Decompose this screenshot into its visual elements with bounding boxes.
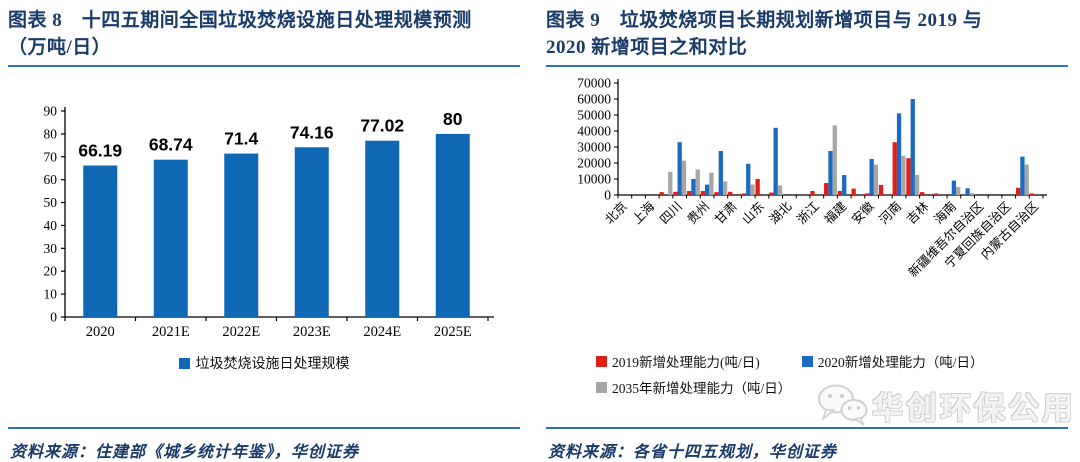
figure8-section: 图表 8 十四五期间全国垃圾焚烧设施日处理规模预测 （万吨/日） 0 10 20 30… [8, 0, 520, 462]
figure9-title-line2: 2020 新增项目之和对比 [546, 37, 748, 58]
svg-text:80: 80 [44, 126, 58, 141]
svg-text:80: 80 [443, 109, 463, 129]
svg-text:0: 0 [604, 188, 611, 203]
svg-text:10000: 10000 [577, 172, 611, 187]
svg-text:66.19: 66.19 [78, 140, 122, 160]
legend-swatch-red [596, 355, 607, 367]
svg-text:10: 10 [44, 287, 58, 302]
svg-text:50000: 50000 [577, 108, 611, 123]
legend-swatch-blue2 [801, 355, 813, 367]
figure9-legend: 2019新增处理能力(吨/日) 2020新增处理能力（吨/日） 2035年新增处… [596, 348, 1068, 400]
figure9-legend-row1: 2019新增处理能力(吨/日) 2020新增处理能力（吨/日） [596, 348, 1068, 374]
svg-text:甘肃: 甘肃 [712, 199, 740, 227]
figure9-section: 图表 9 垃圾焚烧项目长期规划新增项目与 2019 与 2020 新增项目之和对… [546, 0, 1068, 462]
svg-text:77.02: 77.02 [360, 116, 404, 136]
svg-text:68.74: 68.74 [149, 135, 193, 155]
svg-text:河南: 河南 [876, 199, 904, 227]
svg-text:2020: 2020 [86, 324, 115, 340]
legend-item-2019: 2019新增处理能力(吨/日) [596, 351, 760, 371]
watermark: 华创环保公用 [816, 382, 1076, 428]
svg-text:2021E: 2021E [152, 324, 190, 340]
svg-text:70: 70 [44, 149, 58, 164]
svg-text:20000: 20000 [577, 156, 611, 171]
legend-swatch-blue [178, 357, 190, 369]
svg-text:2025E: 2025E [434, 324, 472, 340]
figure9-footer: 资料来源：各省十四五规划，华创证券 [546, 423, 1068, 462]
legend-item-2035: 2035年新增处理能力（吨/日） [596, 377, 791, 397]
figure9-top-rule [546, 65, 1068, 67]
wechat-icon [818, 384, 868, 426]
svg-text:吉林: 吉林 [904, 199, 932, 227]
svg-text:20: 20 [44, 264, 58, 279]
svg-text:北京: 北京 [602, 199, 630, 227]
legend-item-2020: 2020新增处理能力（吨/日） [801, 351, 984, 371]
figure8-legend: 垃圾焚烧设施日处理规模 [8, 352, 520, 374]
figure9-legend-row2: 2035年新增处理能力（吨/日） [596, 374, 1068, 400]
svg-text:安徽: 安徽 [848, 198, 877, 227]
svg-text:60: 60 [44, 172, 58, 187]
svg-text:浙江: 浙江 [794, 199, 822, 227]
figure8-title-line2: （万吨/日） [8, 37, 112, 58]
figure8-title: 图表 8 十四五期间全国垃圾焚烧设施日处理规模预测 （万吨/日） [8, 0, 520, 61]
svg-text:60000: 60000 [577, 92, 611, 107]
svg-text:湖北: 湖北 [766, 198, 795, 227]
figure8-source: 资料来源：住建部《城乡统计年鉴》，华创证券 [10, 444, 360, 461]
figure8-title-line1: 图表 8 十四五期间全国垃圾焚烧设施日处理规模预测 [8, 10, 472, 31]
svg-text:70000: 70000 [577, 76, 611, 91]
legend-swatch-gray [596, 381, 607, 393]
svg-text:山东: 山东 [739, 199, 767, 227]
svg-text:0: 0 [50, 310, 57, 325]
svg-text:2024E: 2024E [363, 324, 401, 340]
svg-text:40: 40 [44, 218, 58, 233]
figure9-title: 图表 9 垃圾焚烧项目长期规划新增项目与 2019 与 2020 新增项目之和对… [546, 0, 1068, 61]
svg-text:福建: 福建 [821, 198, 850, 227]
svg-text:50: 50 [44, 195, 58, 210]
figure9-chart-area: 0 10000 20000 30000 40000 50000 60000 70000 北京 上海… [546, 67, 1068, 348]
svg-text:71.4: 71.4 [224, 129, 258, 149]
legend-label-2020: 2020新增处理能力（吨/日） [817, 355, 984, 370]
figure8-chart-area: 0 10 20 30 40 50 60 70 80 90 66.19 2020 68.74 2021E 71… [8, 67, 520, 352]
watermark-text: 华创环保公用 [872, 390, 1076, 426]
figure8-footer: 资料来源：住建部《城乡统计年鉴》，华创证券 [8, 423, 520, 462]
svg-text:贵州: 贵州 [685, 199, 713, 227]
svg-text:2022E: 2022E [222, 324, 260, 340]
figure9-source: 资料来源：各省十四五规划，华创证券 [548, 444, 838, 461]
svg-text:40000: 40000 [577, 124, 611, 139]
svg-text:30000: 30000 [577, 140, 611, 155]
figure9-bottom-rule [546, 427, 1068, 429]
figure8-bar-chart: 0 10 20 30 40 50 60 70 80 90 66.19 2020 68.74 2021E 71… [44, 104, 494, 340]
svg-text:四川: 四川 [657, 199, 685, 227]
svg-text:90: 90 [44, 104, 58, 119]
figure8-top-rule [8, 65, 520, 67]
svg-text:2023E: 2023E [293, 324, 331, 340]
figure8-legend-label: 垃圾焚烧设施日处理规模 [195, 357, 350, 372]
svg-text:30: 30 [44, 241, 58, 256]
legend-label-2019: 2019新增处理能力(吨/日) [612, 355, 760, 370]
svg-text:74.16: 74.16 [290, 122, 334, 142]
figure9-title-line1: 图表 9 垃圾焚烧项目长期规划新增项目与 2019 与 [546, 10, 983, 31]
svg-text:上海: 上海 [629, 198, 658, 227]
legend-label-2035: 2035年新增处理能力（吨/日） [612, 381, 792, 396]
figure8-bottom-rule [8, 427, 520, 429]
